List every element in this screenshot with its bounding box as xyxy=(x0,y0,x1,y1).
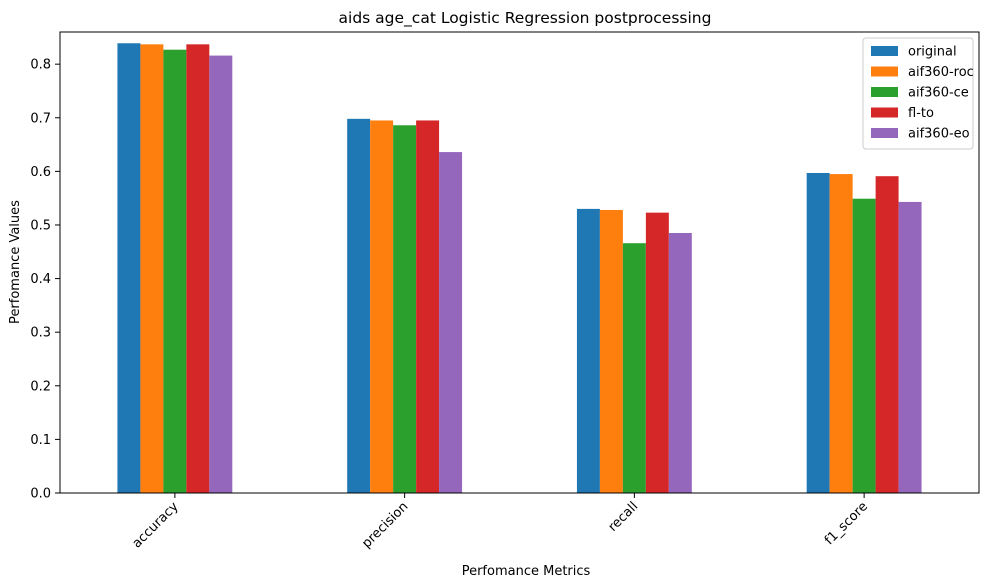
bar-original-accuracy xyxy=(117,43,141,493)
bar-aif360-roc-precision xyxy=(370,120,394,493)
legend-swatch-aif360-roc xyxy=(871,66,898,77)
y-tick-label: 0.8 xyxy=(30,58,51,73)
y-axis-label: Perfomance Values xyxy=(8,200,23,324)
bar-original-precision xyxy=(347,118,371,493)
legend: original aif360-roc aif360-ce fl-to aif360-e… xyxy=(862,37,974,150)
y-tick-label: 0.4 xyxy=(30,272,51,287)
x-axis-ticks: accuracy precision recall f1_score xyxy=(130,493,871,551)
bar-aif360-roc-f1_score xyxy=(829,174,853,494)
legend-label-aif360-ce: aif360-ce xyxy=(908,86,969,101)
bar-fl-to-f1_score xyxy=(875,176,899,493)
x-tick-label: precision xyxy=(359,499,411,551)
legend-label-aif360-roc: aif360-roc xyxy=(908,65,974,80)
plot-area-frame xyxy=(59,31,980,494)
y-axis-ticks: 0.0 0.1 0.2 0.3 0.4 0.5 0.6 0.7 0.8 xyxy=(30,58,60,502)
legend-label-original: original xyxy=(908,45,957,60)
y-tick-label: 0.5 xyxy=(30,218,51,233)
bar-aif360-ce-accuracy xyxy=(163,49,187,493)
y-tick-label: 0.0 xyxy=(30,487,51,502)
bar-fl-to-recall xyxy=(645,212,669,493)
bar-fl-to-accuracy xyxy=(186,44,210,493)
bar-aif360-eo-accuracy xyxy=(209,55,233,493)
chart-title: aids age_cat Logistic Regression postpro… xyxy=(339,9,712,28)
legend-swatch-original xyxy=(871,46,898,56)
y-tick-label: 0.7 xyxy=(30,111,51,126)
y-tick-label: 0.6 xyxy=(30,165,51,180)
bar-aif360-eo-f1_score xyxy=(898,201,922,493)
legend-swatch-aif360-ce xyxy=(871,87,898,97)
x-axis-label: Perfomance Metrics xyxy=(462,564,591,579)
y-tick-label: 0.2 xyxy=(30,379,51,394)
legend-label-fl-to: fl-to xyxy=(908,106,934,121)
x-tick-label: recall xyxy=(606,499,642,535)
y-tick-label: 0.3 xyxy=(30,326,51,341)
bar-aif360-ce-precision xyxy=(393,125,417,493)
legend-swatch-fl-to xyxy=(871,107,898,118)
bar-aif360-roc-accuracy xyxy=(140,44,164,493)
bar-aif360-ce-f1_score xyxy=(852,198,876,494)
bar-aif360-eo-precision xyxy=(439,152,463,494)
x-tick-label: accuracy xyxy=(130,499,182,551)
bars xyxy=(117,43,922,494)
bar-aif360-eo-recall xyxy=(668,233,692,493)
legend-box xyxy=(862,37,974,150)
bar-aif360-ce-recall xyxy=(622,243,646,493)
legend-label-aif360-eo: aif360-eo xyxy=(908,127,970,142)
bar-fl-to-precision xyxy=(416,120,440,493)
x-tick-label: f1_score xyxy=(822,499,871,548)
bar-aif360-roc-recall xyxy=(599,209,623,493)
y-tick-label: 0.1 xyxy=(30,433,51,448)
legend-swatch-aif360-eo xyxy=(871,128,898,138)
bar-original-recall xyxy=(576,208,600,493)
bar-original-f1_score xyxy=(806,172,830,494)
